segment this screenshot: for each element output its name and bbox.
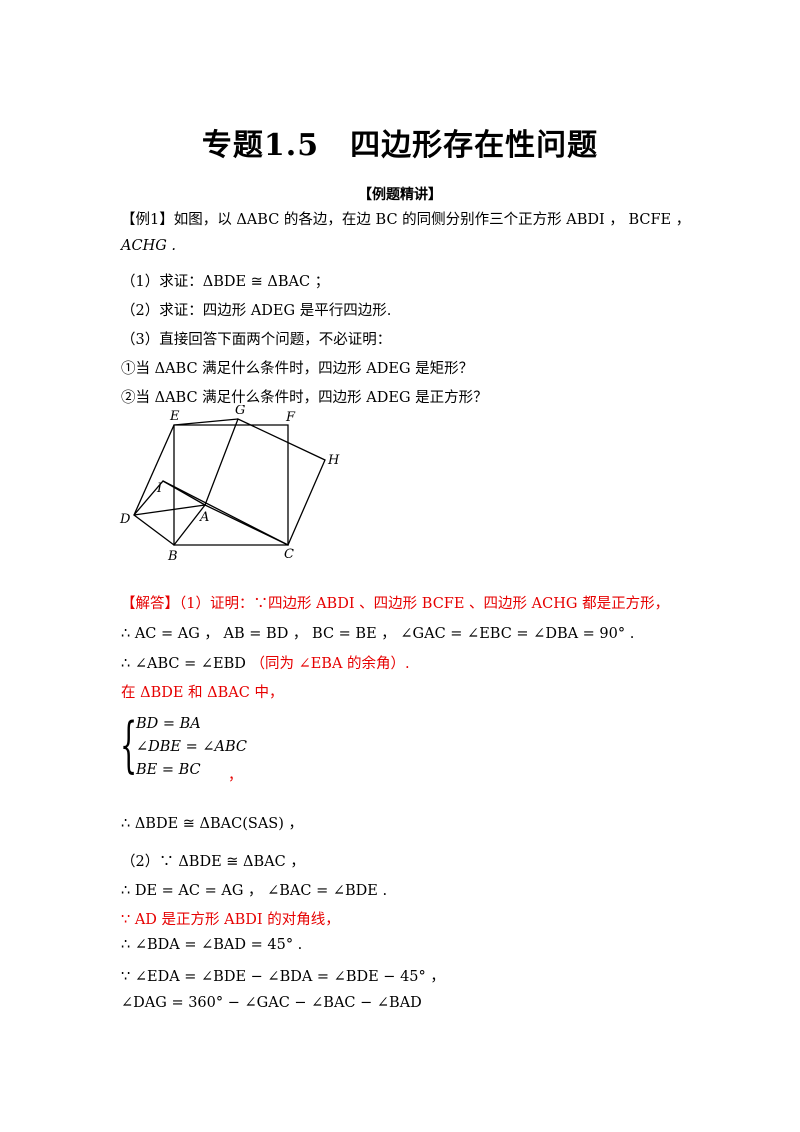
- page-title: 专题1.5 四边形存在性问题: [201, 128, 599, 163]
- system-end-comma: ，: [228, 768, 243, 784]
- square-achg: [204, 418, 326, 546]
- question-3b: ②当 ΔABC 满足什么条件时，四边形 ADEG 是正方形？: [121, 390, 488, 406]
- solution-line-10: ∵ ∠EDA = ∠BDE − ∠BDA = ∠BDE − 45° ，: [121, 969, 445, 985]
- label-i: I: [156, 481, 163, 496]
- question-3: （3）直接回答下面两个问题，不必证明：: [121, 332, 392, 348]
- label-f: F: [285, 410, 296, 425]
- system-eq-2: ∠DBE = ∠ABC: [136, 739, 248, 755]
- question-1: （1）求证：ΔBDE ≅ ΔBAC ；: [121, 274, 330, 290]
- label-d: D: [119, 512, 131, 527]
- solution-line-3-main: ∴ ∠ABC = ∠EBD: [121, 656, 246, 672]
- label-b: B: [167, 549, 178, 564]
- label-e: E: [169, 409, 180, 424]
- solution-line-9: ∴ ∠BDA = ∠BAD = 45° .: [121, 937, 303, 953]
- system-eq-1: BD = BA: [136, 716, 201, 732]
- label-a: A: [199, 510, 209, 525]
- solution-line-1: 【解答】（1）证明：∵四边形 ABDI 、四边形 BCFE 、四边形 ACHG …: [121, 596, 670, 612]
- problem-line-2: ACHG .: [121, 238, 177, 254]
- solution-line-5: ∴ ΔBDE ≅ ΔBAC(SAS) ，: [121, 816, 303, 832]
- square-bcfe: [173, 424, 289, 546]
- solution-line-3: ∴ ∠ABC = ∠EBD （同为 ∠EBA 的余角）.: [121, 652, 410, 673]
- question-3a: ①当 ΔABC 满足什么条件时，四边形 ADEG 是矩形？: [121, 361, 474, 377]
- label-c: C: [284, 547, 294, 562]
- label-g: G: [235, 405, 245, 418]
- label-h: H: [327, 453, 340, 468]
- system-brace: {: [120, 710, 138, 780]
- solution-line-6: （2）∵ ΔBDE ≅ ΔBAC ，: [121, 854, 305, 870]
- solution-line-11: ∠DAG = 360° − ∠GAC − ∠BAC − ∠BAD: [121, 995, 422, 1011]
- geometry-figure: E G F H I D A B C: [119, 405, 340, 564]
- section-heading: 【例题精讲】: [358, 187, 442, 203]
- system-eq-3: BE = BC: [136, 762, 201, 778]
- solution-line-8: ∵ AD 是正方形 ABDI 的对角线，: [121, 912, 340, 928]
- question-2: （2）求证：四边形 ADEG 是平行四边形.: [121, 303, 392, 319]
- problem-line-1: 【例1】如图，以 ΔABC 的各边，在边 BC 的同侧分别作三个正方形 ABDI…: [121, 212, 691, 228]
- solution-line-4: 在 ΔBDE 和 ΔBAC 中，: [121, 685, 284, 701]
- solution-line-2: ∴ AC = AG ， AB = BD ， BC = BE ， ∠GAC = ∠…: [121, 626, 635, 642]
- solution-line-3-note: （同为 ∠EBA 的余角）.: [250, 656, 410, 672]
- solution-line-7: ∴ DE = AC = AG ， ∠BAC = ∠BDE .: [121, 883, 388, 899]
